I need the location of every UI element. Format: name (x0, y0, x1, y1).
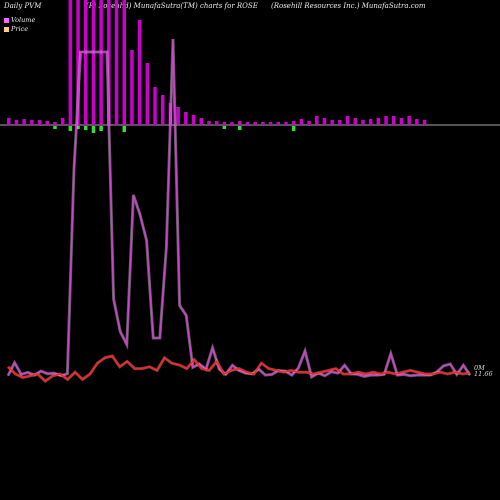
volume-bar (68, 0, 73, 125)
volume-bar (268, 122, 273, 125)
legend-volume-label: Volume (11, 16, 36, 24)
volume-bar (7, 118, 11, 125)
price-last-label: 11.66 (474, 370, 493, 378)
volume-bar-down (84, 126, 88, 130)
volume-bar (176, 107, 180, 125)
volume-bar (291, 121, 296, 125)
volume-bar-down (291, 126, 296, 131)
volume-bar-down (91, 126, 96, 133)
legend-price-label: Price (11, 25, 29, 33)
volume-bar (99, 0, 103, 125)
volume-bar (307, 121, 311, 125)
volume-bar (238, 121, 242, 125)
volume-bar (76, 0, 80, 125)
volume-bar (361, 120, 365, 125)
volume-bar-down (238, 126, 242, 130)
volume-bar-down (222, 126, 227, 129)
price-line (7, 354, 471, 383)
volume-bar (114, 0, 119, 125)
chart-title-middle: (Ri Sosenhd) MunafaSutra(TM) charts for … (86, 2, 258, 10)
volume-bar (145, 63, 150, 125)
volume-bar (392, 116, 396, 125)
volume-bar (91, 0, 96, 125)
volume-bar-down (53, 126, 57, 129)
legend-volume-swatch (4, 17, 9, 23)
volume-bar (153, 87, 157, 125)
volume-bar (60, 118, 65, 125)
chart-title-right: (Rosehill Resources Inc.) MunafaSutra.co… (271, 2, 426, 10)
volume-bar (122, 0, 126, 125)
volume-bar (22, 119, 26, 125)
volume-bar (353, 118, 357, 125)
volume-bar (184, 112, 188, 125)
volume-bar (207, 121, 211, 125)
volume-bar (199, 118, 203, 125)
volume-bar-down (122, 126, 126, 132)
volume-bar (415, 119, 419, 125)
volume-bar (45, 121, 49, 125)
volume-bar (322, 118, 327, 125)
volume-bar (214, 121, 219, 125)
volume-bar (37, 120, 42, 125)
volume-bar (191, 115, 196, 125)
volume-bar (422, 120, 427, 125)
chart-title-left: Daily PVM (4, 2, 42, 10)
volume-bar (107, 0, 111, 125)
legend-volume: Volume (4, 16, 35, 24)
volume-bar (299, 119, 304, 125)
volume-line (7, 38, 471, 379)
volume-bar (14, 120, 19, 125)
volume-bar (130, 50, 134, 125)
volume-bar-down (99, 126, 103, 131)
legend-price-swatch (4, 26, 9, 32)
volume-bar (161, 95, 165, 125)
volume-bar (407, 116, 411, 125)
volume-bar (315, 116, 319, 125)
volume-bar (399, 118, 404, 125)
volume-bar-down (68, 126, 73, 131)
volume-bar (368, 119, 373, 125)
volume-bar (84, 0, 88, 125)
volume-bar (345, 116, 350, 125)
volume-bar (30, 120, 34, 125)
volume-bar-down (76, 126, 80, 129)
volume-last-label: 0M (474, 364, 485, 372)
volume-bar (384, 116, 388, 125)
volume-line-glow (6, 38, 472, 380)
volume-bar (338, 120, 342, 125)
volume-bar (53, 122, 57, 125)
volume-bar (261, 122, 265, 125)
volume-bar (245, 122, 250, 125)
volume-bar (230, 122, 234, 125)
volume-bar (284, 122, 288, 125)
volume-bar (222, 122, 227, 125)
volume-bar (376, 118, 381, 125)
volume-bar (253, 122, 257, 125)
volume-bar (137, 20, 142, 125)
volume-bar (276, 122, 280, 125)
volume-bar (330, 120, 334, 125)
legend-price: Price (4, 25, 28, 33)
